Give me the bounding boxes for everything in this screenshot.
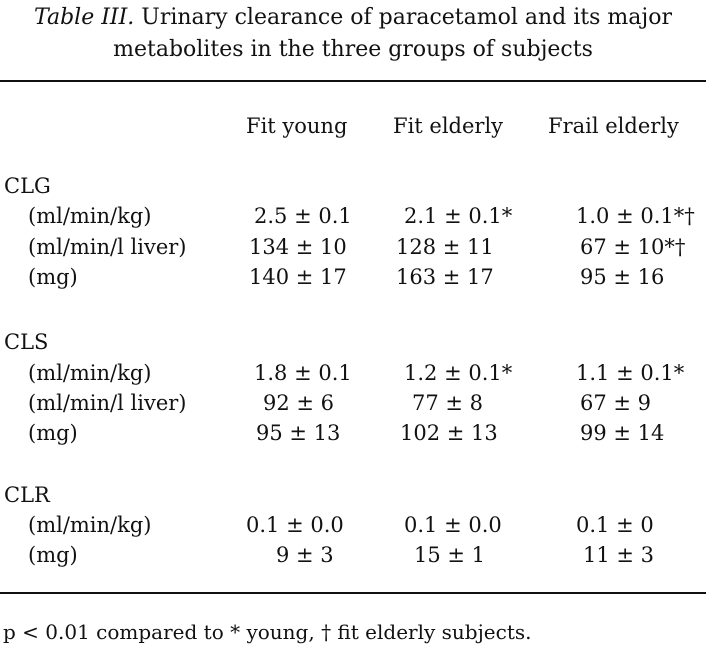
- cell-frail-elderly: 0.1 ± 0: [576, 513, 654, 537]
- table-caption: Table III. Urinary clearance of paraceta…: [0, 2, 706, 66]
- column-header-fit-elderly: Fit elderly: [393, 114, 504, 138]
- row-label: (ml/min/l liver): [28, 235, 187, 259]
- table-row: (mg) 140 ± 17 163 ± 17 95 ± 16: [0, 265, 706, 295]
- row-label: (mg): [28, 543, 78, 567]
- cell-fit-young: 92 ± 6: [263, 391, 335, 415]
- table-row: (ml/min/kg) 2.5 ± 0.1 2.1 ± 0.1* 1.0 ± 0…: [0, 204, 706, 234]
- cell-frail-elderly: 1.1 ± 0.1*: [576, 361, 685, 385]
- row-label: (mg): [28, 421, 78, 445]
- row-label: (ml/min/l liver): [28, 391, 187, 415]
- cell-fit-elderly: 102 ± 13: [400, 421, 498, 445]
- table-row: (mg) 9 ± 3 15 ± 1 11 ± 3: [0, 543, 706, 573]
- table-row: (ml/min/l liver) 134 ± 10 128 ± 11 67 ± …: [0, 235, 706, 265]
- section-heading-cls: CLS: [4, 330, 49, 354]
- cell-fit-elderly: 77 ± 8: [412, 391, 484, 415]
- table-footnote: p < 0.01 compared to * young, † fit elde…: [3, 620, 532, 644]
- caption-title-part-1: Urinary clearance of paracetamol and its…: [134, 5, 672, 30]
- row-label: (mg): [28, 265, 78, 289]
- cell-fit-young: 95 ± 13: [256, 421, 341, 445]
- row-label: (ml/min/kg): [28, 204, 152, 228]
- table-row: (ml/min/kg) 1.8 ± 0.1 1.2 ± 0.1* 1.1 ± 0…: [0, 361, 706, 391]
- row-label: (ml/min/kg): [28, 513, 152, 537]
- table-row: (ml/min/kg) 0.1 ± 0.0 0.1 ± 0.0 0.1 ± 0: [0, 513, 706, 543]
- cell-fit-elderly: 1.2 ± 0.1*: [404, 361, 513, 385]
- cell-fit-young: 134 ± 10: [249, 235, 347, 259]
- cell-frail-elderly: 99 ± 14: [580, 421, 665, 445]
- cell-fit-elderly: 15 ± 1: [414, 543, 486, 567]
- cell-frail-elderly: 95 ± 16: [580, 265, 665, 289]
- cell-fit-elderly: 0.1 ± 0.0: [404, 513, 502, 537]
- cell-fit-elderly: 163 ± 17: [396, 265, 494, 289]
- cell-frail-elderly: 1.0 ± 0.1*†: [576, 204, 695, 228]
- cell-fit-young: 9 ± 3: [276, 543, 334, 567]
- cell-fit-young: 0.1 ± 0.0: [246, 513, 344, 537]
- bottom-rule: [0, 592, 706, 594]
- table-row: (mg) 95 ± 13 102 ± 13 99 ± 14: [0, 421, 706, 451]
- column-header-fit-young: Fit young: [246, 114, 348, 138]
- cell-frail-elderly: 67 ± 9: [580, 391, 652, 415]
- cell-fit-young: 1.8 ± 0.1: [254, 361, 352, 385]
- table-row: (ml/min/l liver) 92 ± 6 77 ± 8 67 ± 9: [0, 391, 706, 421]
- section-heading-clr: CLR: [4, 483, 50, 507]
- cell-frail-elderly: 67 ± 10*†: [580, 235, 686, 259]
- caption-line-2: metabolites in the three groups of subje…: [113, 37, 593, 62]
- cell-fit-young: 2.5 ± 0.1: [254, 204, 352, 228]
- cell-frail-elderly: 11 ± 3: [583, 543, 655, 567]
- caption-line-1: Table III. Urinary clearance of paraceta…: [0, 2, 706, 34]
- top-rule: [0, 80, 706, 82]
- cell-fit-elderly: 2.1 ± 0.1*: [404, 204, 513, 228]
- table-number: Table III.: [34, 5, 135, 30]
- column-header-frail-elderly: Frail elderly: [548, 114, 679, 138]
- section-heading-clg: CLG: [4, 174, 51, 198]
- row-label: (ml/min/kg): [28, 361, 152, 385]
- cell-fit-elderly: 128 ± 11: [396, 235, 494, 259]
- cell-fit-young: 140 ± 17: [249, 265, 347, 289]
